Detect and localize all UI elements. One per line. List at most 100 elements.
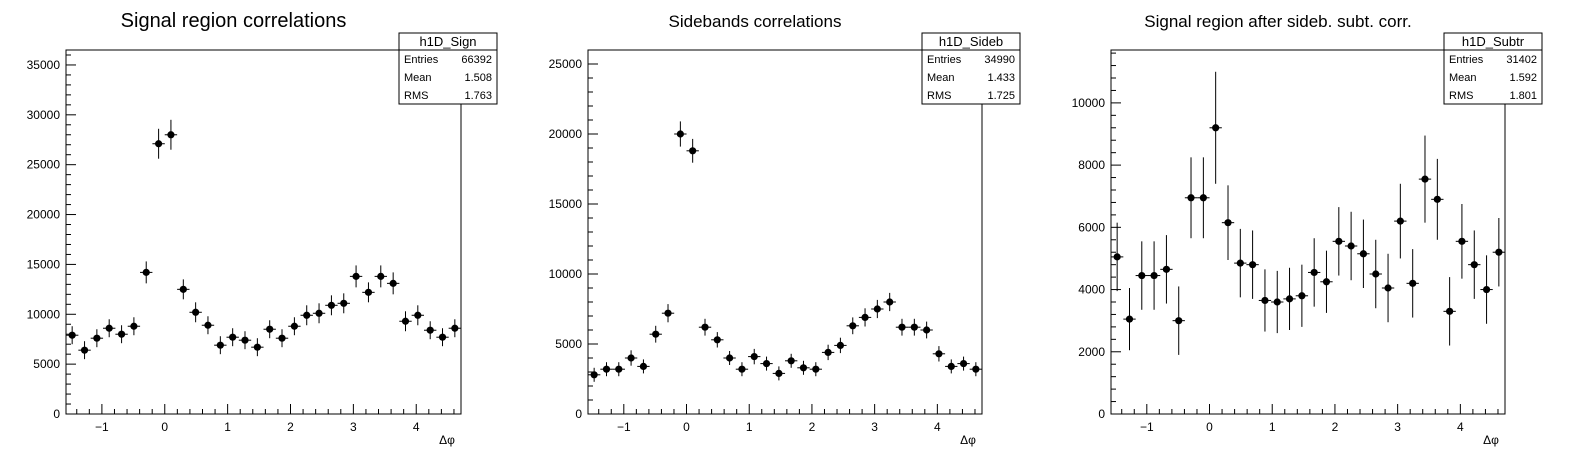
marker <box>117 330 126 338</box>
data-point <box>189 302 202 323</box>
y-tick-label: 15000 <box>27 257 61 271</box>
marker <box>627 354 635 362</box>
data-point <box>945 359 958 374</box>
data-point <box>1295 264 1309 327</box>
data-point <box>723 351 736 365</box>
x-tick-label: 4 <box>934 420 941 434</box>
data-point <box>152 128 165 159</box>
data-point <box>1344 211 1358 281</box>
y-tick-label: 10000 <box>1072 96 1106 110</box>
marker <box>1335 237 1343 245</box>
marker <box>836 341 845 349</box>
y-tick-label: 10000 <box>549 267 583 281</box>
stats-row-label: RMS <box>404 90 428 102</box>
y-tick-label: 25000 <box>27 158 61 172</box>
data-point <box>883 292 896 312</box>
stats-row-value: 34990 <box>984 54 1015 66</box>
data-point <box>797 360 810 375</box>
data-point <box>1234 228 1247 298</box>
stats-row-label: Entries <box>927 54 962 66</box>
marker <box>972 365 980 373</box>
chart-panel-2: Sidebands correlations −1 0 1 2 3 4 0 5000 10000 1… <box>549 12 1021 447</box>
data-point <box>821 344 835 361</box>
x-tick-label: 0 <box>683 420 690 434</box>
data-point <box>587 367 601 382</box>
data-point <box>214 336 227 355</box>
stats-row-value: 1.763 <box>464 90 492 102</box>
marker <box>142 268 150 276</box>
data-point <box>65 326 79 345</box>
y-tick-label: 25000 <box>549 57 583 71</box>
data-point <box>300 305 313 326</box>
data-point <box>895 318 909 336</box>
stats-row-label: Mean <box>1449 72 1477 84</box>
data-point <box>362 282 375 303</box>
data-point <box>908 318 921 336</box>
marker <box>652 330 660 338</box>
marker <box>1187 194 1195 202</box>
marker <box>1433 195 1441 203</box>
data-point <box>1184 157 1198 239</box>
marker <box>1175 317 1183 325</box>
marker <box>1322 278 1331 286</box>
marker <box>1285 295 1294 303</box>
stats-row-value: 66392 <box>461 54 492 66</box>
x-tick-label: 4 <box>1457 420 1464 434</box>
x-tick-label: 3 <box>1394 420 1401 434</box>
stats-box-name: h1D_Sign <box>419 34 476 49</box>
y-tick-label: 0 <box>575 407 582 421</box>
y-tick-label: 0 <box>1098 407 1105 421</box>
chart-panel-1: Signal region correlations −1 0 1 2 3 4 0 5000 10… <box>27 10 498 447</box>
plot-frame <box>65 49 462 415</box>
marker <box>1347 242 1355 250</box>
marker <box>204 321 212 329</box>
data-point <box>834 337 847 354</box>
marker <box>278 334 286 342</box>
data-point <box>436 328 449 347</box>
data-point <box>661 304 675 323</box>
chart-panel-3: Signal region after sideb. subt. corr. −1… <box>1072 12 1543 447</box>
marker <box>216 341 224 349</box>
data-point <box>115 325 128 344</box>
data-point <box>969 362 983 377</box>
data-point <box>785 353 798 368</box>
y-tick-label: 15000 <box>549 197 583 211</box>
stats-box-frame <box>921 32 1021 105</box>
marker <box>886 298 894 306</box>
marker <box>426 326 434 334</box>
data-point <box>637 359 650 374</box>
marker <box>664 309 672 317</box>
data-point <box>932 346 946 362</box>
data-point <box>1394 183 1407 259</box>
marker <box>1162 265 1171 273</box>
stats-box: h1D_Subtr Entries 31402 Mean 1.592 RMS 1.801 <box>1443 32 1543 105</box>
marker <box>689 147 697 155</box>
marker <box>762 360 771 368</box>
marker <box>1261 296 1269 305</box>
marker <box>959 360 968 368</box>
x-tick-label: −1 <box>95 420 109 434</box>
stats-row-label: Entries <box>404 54 439 66</box>
marker <box>315 309 323 317</box>
data-point <box>226 328 239 347</box>
marker <box>1359 250 1368 258</box>
data-point <box>201 316 215 335</box>
data-point <box>238 331 252 350</box>
marker <box>377 272 385 280</box>
chart-title: Signal region correlations <box>121 10 347 32</box>
data-point <box>1369 239 1382 309</box>
y-tick-label: 30000 <box>27 108 61 122</box>
stats-row-label: RMS <box>1449 90 1473 102</box>
chart-title: Sidebands correlations <box>669 12 842 31</box>
marker <box>725 354 734 362</box>
stats-row-label: RMS <box>927 90 951 102</box>
marker <box>179 285 187 293</box>
marker <box>1248 261 1257 269</box>
marker <box>947 362 955 370</box>
data-point <box>871 299 884 319</box>
y-tick-label: 10000 <box>27 307 61 321</box>
marker <box>1409 279 1417 287</box>
y-tick-label: 20000 <box>27 208 61 222</box>
data-point <box>102 319 116 338</box>
